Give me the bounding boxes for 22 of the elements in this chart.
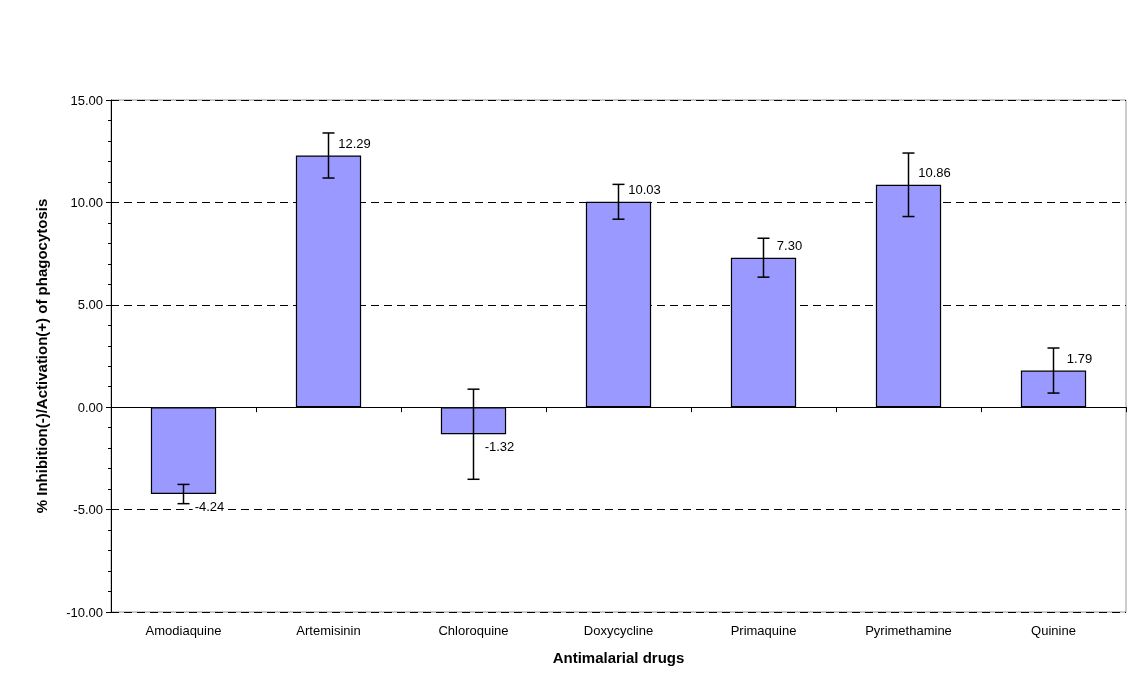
y-tick-label: -10.00 (66, 604, 103, 620)
x-axis-title: Antimalarial drugs (552, 649, 685, 666)
data-label: -1.32 (484, 439, 515, 455)
data-label: -4.24 (194, 499, 225, 515)
y-tick-label: -5.00 (73, 502, 103, 518)
x-tick-label: Doxycycline (583, 623, 654, 638)
x-tick-label: Primaquine (730, 623, 797, 638)
x-tick-label: Amodiaquine (145, 623, 222, 638)
y-tick-label: 15.00 (70, 92, 103, 108)
data-label: 10.03 (628, 181, 661, 197)
y-axis-title: % Inhibition(-)/Activation(+) of phagocytosis (33, 198, 50, 514)
data-label: 12.29 (338, 135, 371, 151)
y-tick-label: 10.00 (70, 194, 103, 210)
data-label: 7.30 (776, 237, 803, 253)
x-tick-label: Artemisinin (296, 623, 361, 638)
data-label: 10.86 (918, 164, 951, 180)
y-tick-label: 5.00 (77, 297, 103, 313)
x-tick-label: Quinine (1031, 623, 1076, 638)
x-tick-label: Pyrimethamine (865, 623, 952, 638)
y-tick-label: 0.00 (77, 399, 103, 415)
x-tick-label: Chloroquine (438, 623, 509, 638)
data-label: 1.79 (1066, 350, 1093, 366)
